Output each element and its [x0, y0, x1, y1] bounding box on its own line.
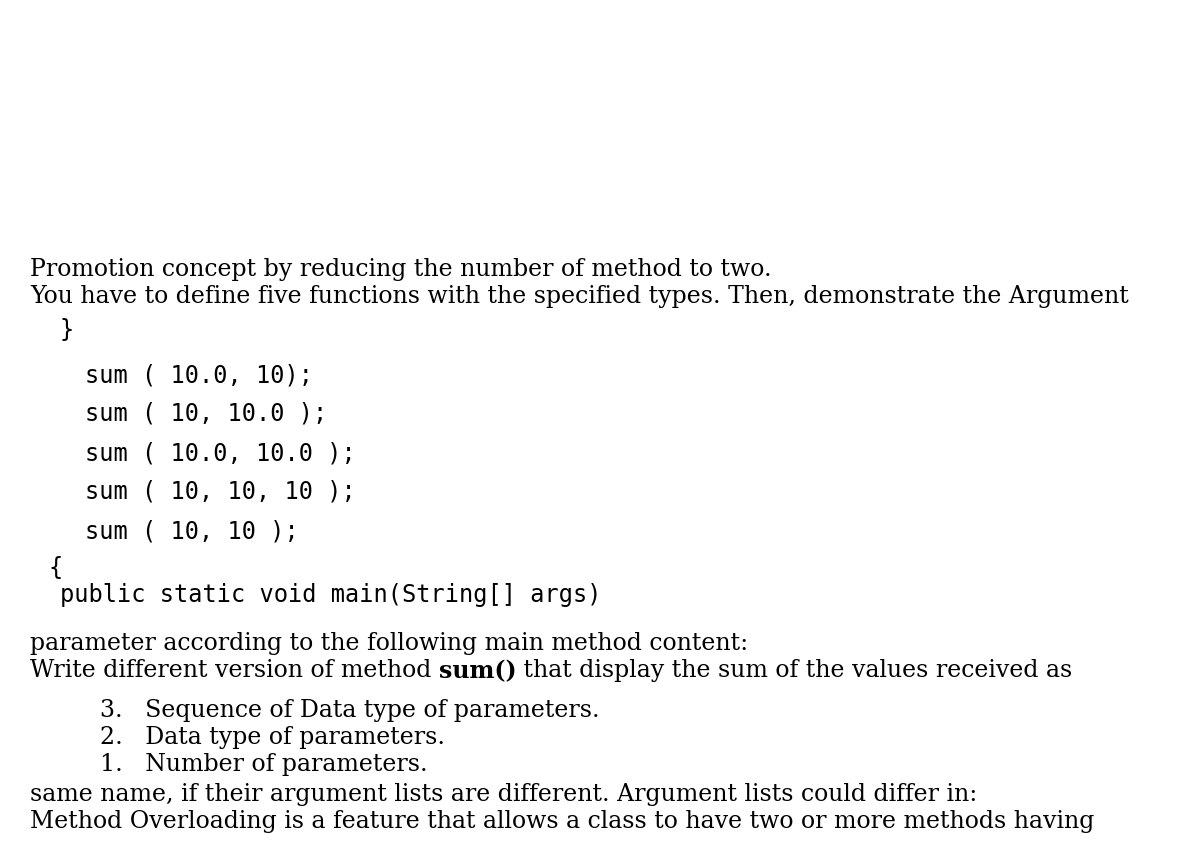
- Text: public static void main(String[] args): public static void main(String[] args): [60, 583, 601, 607]
- Text: 2.   Data type of parameters.: 2. Data type of parameters.: [100, 726, 445, 749]
- Text: Promotion concept by reducing the number of method to two.: Promotion concept by reducing the number…: [30, 258, 772, 281]
- Text: 3.   Sequence of Data type of parameters.: 3. Sequence of Data type of parameters.: [100, 699, 600, 722]
- Text: You have to define five functions with the specified types. Then, demonstrate th: You have to define five functions with t…: [30, 285, 1129, 308]
- Text: Method Overloading is a feature that allows a class to have two or more methods : Method Overloading is a feature that all…: [30, 810, 1094, 833]
- Text: }: }: [60, 318, 74, 342]
- Text: sum ( 10, 10 );: sum ( 10, 10 );: [85, 519, 299, 543]
- Text: sum ( 10.0, 10);: sum ( 10.0, 10);: [85, 363, 313, 387]
- Text: Write different version of method: Write different version of method: [30, 659, 439, 682]
- Text: sum(): sum(): [439, 659, 516, 683]
- Text: sum ( 10, 10.0 );: sum ( 10, 10.0 );: [85, 402, 328, 426]
- Text: 1.   Number of parameters.: 1. Number of parameters.: [100, 753, 427, 776]
- Text: same name, if their argument lists are different. Argument lists could differ in: same name, if their argument lists are d…: [30, 783, 977, 806]
- Text: parameter according to the following main method content:: parameter according to the following mai…: [30, 632, 748, 655]
- Text: {: {: [48, 556, 62, 580]
- Text: sum ( 10, 10, 10 );: sum ( 10, 10, 10 );: [85, 480, 355, 504]
- Text: sum ( 10.0, 10.0 );: sum ( 10.0, 10.0 );: [85, 441, 355, 465]
- Text: that display the sum of the values received as: that display the sum of the values recei…: [516, 659, 1073, 682]
